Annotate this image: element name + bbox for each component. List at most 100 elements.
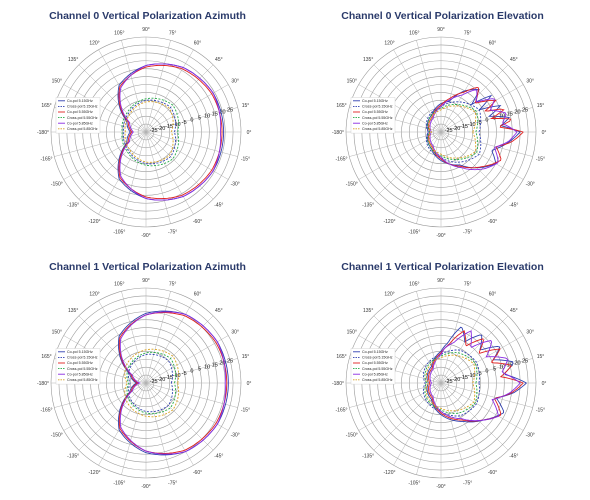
angle-tick-label: 15°: [242, 354, 250, 360]
grid-spoke: [394, 301, 442, 383]
legend-entry: Co-pol 5.85GHz: [67, 372, 93, 376]
angle-tick-label: -45°: [214, 203, 223, 209]
legend-entry: Cross-pol 5.85GHz: [67, 378, 98, 382]
grid-spoke: [394, 132, 442, 214]
angle-tick-label: 0°: [247, 381, 252, 387]
angle-tick-label: -30°: [526, 432, 535, 438]
angle-tick-label: 30°: [526, 78, 534, 84]
angle-tick-label: -90°: [141, 484, 150, 490]
angle-tick-label: 60°: [489, 292, 497, 298]
radial-tick-label: 15: [507, 112, 513, 118]
angle-tick-label: 75°: [169, 30, 177, 36]
angle-tick-label: 135°: [363, 308, 373, 314]
angle-tick-label: 135°: [363, 57, 373, 63]
radial-tick-label: 15: [212, 112, 218, 118]
grid-spoke: [146, 85, 228, 133]
angle-tick-label: 30°: [231, 329, 239, 335]
legend-entry: Cross-pol 5.55GHz: [67, 367, 98, 371]
angle-tick-label: -135°: [362, 454, 374, 460]
legend-entry: Cross-pol 5.15GHz: [362, 356, 393, 360]
angle-tick-label: -105°: [408, 480, 420, 486]
angle-tick-label: -90°: [141, 233, 150, 239]
grid-spoke: [394, 50, 442, 132]
angle-tick-label: 120°: [89, 41, 99, 47]
grid-spoke: [441, 383, 523, 431]
angle-tick-label: -150°: [51, 181, 63, 187]
angle-tick-label: -180°: [37, 130, 49, 136]
angle-tick-label: -165°: [336, 156, 348, 162]
angle-tick-label: 135°: [68, 308, 78, 314]
angle-tick-label: 150°: [52, 329, 62, 335]
angle-tick-label: -135°: [67, 454, 79, 460]
angle-tick-label: -180°: [37, 381, 49, 387]
angle-tick-label: 60°: [194, 41, 202, 47]
angle-tick-label: 75°: [169, 281, 177, 287]
radial-tick-label: 25: [522, 107, 528, 113]
angle-tick-label: -90°: [436, 484, 445, 490]
angle-tick-label: 120°: [384, 292, 394, 298]
angle-tick-label: -105°: [408, 229, 420, 235]
radial-tick-label: 5: [198, 367, 201, 373]
angle-tick-label: -135°: [67, 203, 79, 209]
angle-tick-label: -45°: [509, 203, 518, 209]
chart-panel-ch0-azimuth: Channel 0 Vertical Polarization Azimuth …: [0, 0, 295, 249]
polar-chart: 90° 75° 60° 45° 30° 15° 0° -15° -30° -45° -60° -75°…: [0, 0, 295, 249]
angle-tick-label: -150°: [346, 432, 358, 438]
radial-tick-label: 20: [514, 110, 520, 116]
legend-entry: Cross-pol 5.85GHz: [67, 127, 98, 131]
angle-tick-label: -150°: [346, 181, 358, 187]
grid-spoke: [64, 383, 146, 431]
angle-tick-label: -45°: [509, 454, 518, 460]
angle-tick-label: -60°: [488, 219, 497, 225]
legend-entry: Co-pol 5.15GHz: [362, 99, 388, 103]
legend-entry: Cross-pol 5.15GHz: [362, 105, 393, 109]
radial-tick-label: -10: [173, 122, 181, 128]
angle-tick-label: -75°: [463, 480, 472, 486]
angle-tick-label: 165°: [336, 103, 346, 109]
angle-tick-label: -120°: [383, 470, 395, 476]
angle-tick-label: 75°: [464, 281, 472, 287]
angle-tick-label: -120°: [88, 219, 100, 225]
grid-spoke: [64, 132, 146, 180]
angle-tick-label: 90°: [142, 278, 150, 284]
polar-chart: 90° 75° 60° 45° 30° 15° 0° -15° -30° -45° -60° -75°…: [295, 251, 590, 500]
grid-spoke: [441, 383, 489, 465]
angle-tick-label: 165°: [41, 354, 51, 360]
legend-entry: Co-pol 5.15GHz: [67, 99, 93, 103]
grid-spoke: [99, 50, 147, 132]
angle-tick-label: 105°: [409, 30, 419, 36]
angle-tick-label: -15°: [241, 407, 250, 413]
grid-spoke: [146, 132, 194, 214]
grid-spoke: [146, 132, 228, 180]
grid-spoke: [441, 132, 489, 214]
angle-tick-label: 165°: [41, 103, 51, 109]
angle-tick-label: 90°: [437, 278, 445, 284]
angle-tick-label: -120°: [88, 470, 100, 476]
radial-tick-label: 20: [514, 361, 520, 367]
angle-tick-label: -30°: [231, 432, 240, 438]
legend-entry: Cross-pol 5.15GHz: [67, 356, 98, 360]
radial-tick-label: 10: [204, 365, 210, 371]
angle-tick-label: -60°: [193, 470, 202, 476]
radial-tick-label: -5: [182, 120, 187, 126]
angle-tick-label: 45°: [215, 57, 223, 63]
angle-tick-label: -165°: [41, 407, 53, 413]
angle-tick-label: 105°: [114, 281, 124, 287]
angle-tick-label: 60°: [489, 41, 497, 47]
grid-spoke: [146, 132, 213, 199]
radial-tick-label: 15: [212, 363, 218, 369]
angle-tick-label: 150°: [347, 78, 357, 84]
radial-tick-label: 25: [522, 358, 528, 364]
radial-tick-label: 25: [227, 358, 233, 364]
angle-tick-label: 90°: [142, 27, 150, 33]
legend-entry: Cross-pol 5.55GHz: [67, 116, 98, 120]
grid-spoke: [394, 383, 442, 465]
legend-entry: Cross-pol 5.55GHz: [362, 116, 393, 120]
angle-tick-label: -165°: [336, 407, 348, 413]
legend-entry: Co-pol 5.85GHz: [67, 121, 93, 125]
angle-tick-label: -105°: [113, 480, 125, 486]
polar-chart: 90° 75° 60° 45° 30° 15° 0° -15° -30° -45° -60° -75°…: [295, 0, 590, 249]
legend-entry: Co-pol 5.55GHz: [67, 110, 93, 114]
angle-tick-label: 45°: [215, 308, 223, 314]
angle-tick-label: 60°: [194, 292, 202, 298]
